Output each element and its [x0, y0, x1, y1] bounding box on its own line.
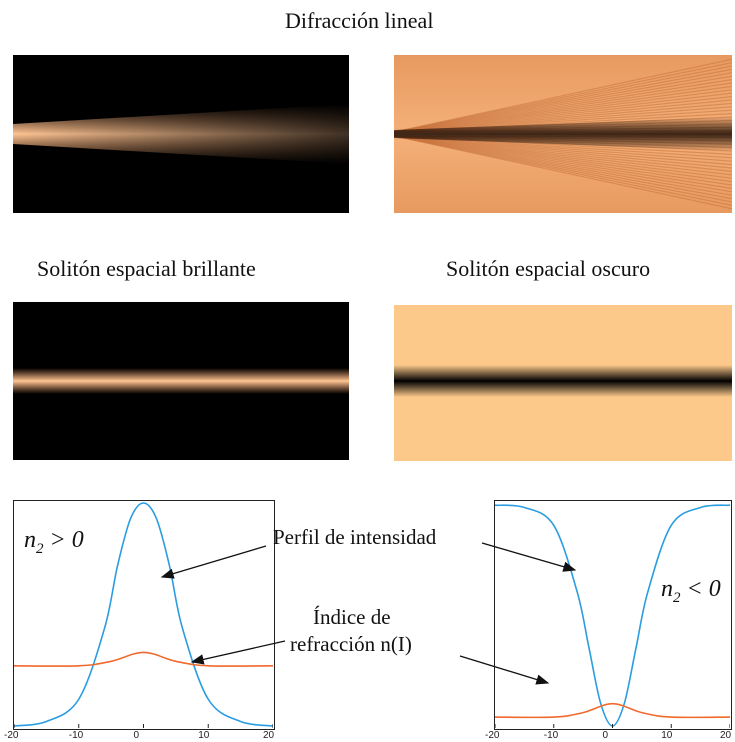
intensity-profile-curve [13, 502, 274, 727]
fringe-line [394, 135, 732, 210]
soliton-beam [13, 368, 349, 394]
x-tick-label: -10 [68, 730, 84, 741]
x-tick-label: -20 [485, 730, 500, 741]
dark-core [394, 117, 732, 151]
dark-soliton-notch [394, 365, 732, 397]
x-tick-label: 10 [198, 730, 210, 741]
title-linear-diffraction: Difracción lineal [285, 8, 434, 33]
title-dark-soliton: Solitón espacial oscuro [446, 256, 651, 281]
index-label-line2: refracción n(I) [290, 632, 412, 656]
x-tick-label: -20 [4, 730, 19, 741]
intensity-profile-label: Perfil de intensidad [273, 525, 437, 549]
diffracting-beam [13, 104, 349, 164]
x-tick-label: 10 [661, 730, 673, 741]
dark-soliton-panel [394, 305, 732, 461]
linear-diffraction-light-panel [394, 55, 732, 213]
x-tick-label: 20 [263, 730, 275, 741]
x-tick-label: 0 [133, 730, 140, 741]
fringe-line [394, 58, 732, 133]
plot-bright-profile: n2 > 0 [13, 500, 275, 730]
linear-diffraction-dark-panel [13, 55, 349, 213]
title-bright-soliton: Solitón espacial brillante [37, 256, 256, 281]
plot-dark-profile: n2 < 0 [494, 500, 732, 730]
n2-negative-label: n2 < 0 [661, 576, 721, 606]
refractive-index-curve [494, 702, 731, 719]
x-tick-label: 0 [602, 730, 609, 741]
bright-soliton-panel [13, 302, 349, 460]
n2-positive-label: n2 > 0 [24, 527, 84, 557]
x-tick-label: -10 [543, 730, 559, 741]
x-tick-label: 20 [720, 730, 732, 741]
intensity-profile-curve [494, 504, 731, 727]
refractive-index-curve [13, 651, 274, 667]
index-label-line1: Índice de [313, 605, 391, 629]
plot-dark-svg [494, 504, 731, 728]
